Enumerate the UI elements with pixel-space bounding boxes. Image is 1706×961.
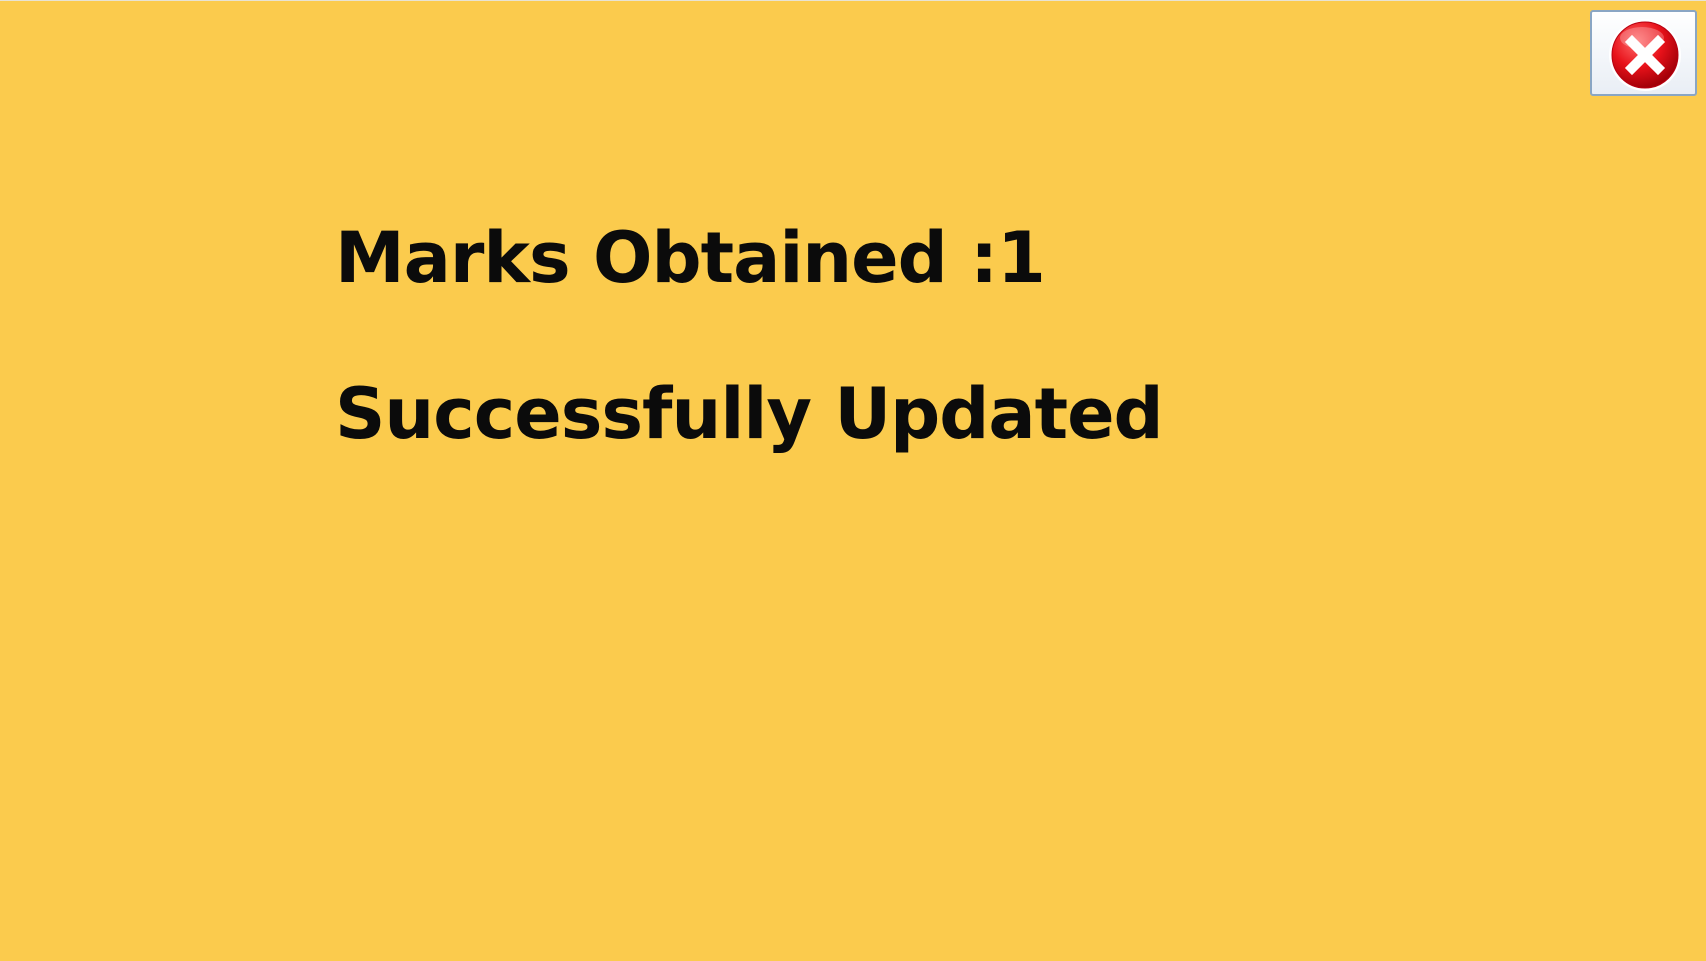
close-button[interactable] (1590, 10, 1697, 96)
close-icon (1609, 19, 1681, 91)
update-status-text: Successfully Updated (335, 373, 1164, 455)
marks-obtained-text: Marks Obtained :1 (335, 217, 1046, 299)
